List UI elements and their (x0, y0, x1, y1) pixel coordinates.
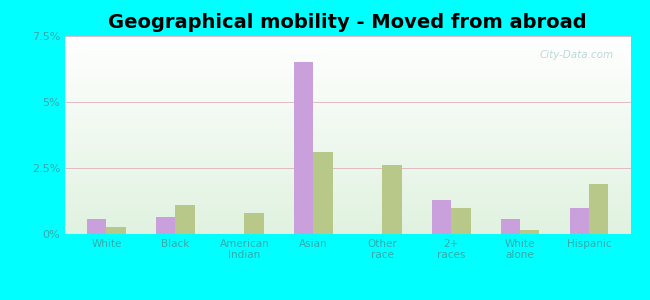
Bar (107, 227, 125, 234)
Bar (87, 220, 107, 234)
Bar (244, 213, 264, 234)
Bar (432, 200, 451, 234)
Bar (570, 208, 589, 234)
Bar (520, 230, 540, 234)
Bar (176, 205, 194, 234)
Bar (382, 165, 402, 234)
Bar (294, 62, 313, 234)
Bar (451, 208, 471, 234)
Bar (589, 184, 608, 234)
Bar (313, 152, 333, 234)
Bar (156, 217, 176, 234)
Bar (501, 220, 520, 234)
Text: City-Data.com: City-Data.com (540, 50, 614, 60)
Title: Geographical mobility - Moved from abroad: Geographical mobility - Moved from abroa… (109, 13, 587, 32)
